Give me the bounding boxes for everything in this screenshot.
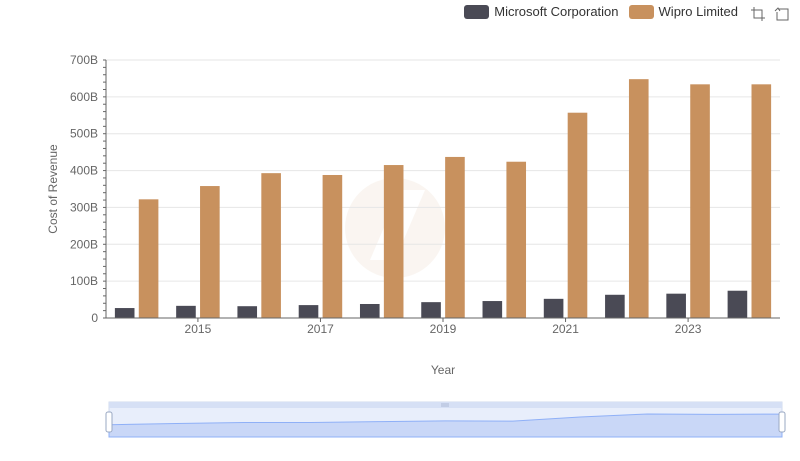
bar-wipro-2018[interactable] <box>383 165 404 318</box>
bar-wipro-2022[interactable] <box>628 79 649 318</box>
bar-microsoft-2018[interactable] <box>359 303 380 318</box>
restore-icon[interactable] <box>774 6 790 22</box>
y-tick-label: 0 <box>91 311 98 325</box>
y-tick-label: 700B <box>70 53 98 67</box>
bar-microsoft-2020[interactable] <box>482 301 503 318</box>
x-axis: 2015 2017 2019 2021 2023 <box>106 317 780 336</box>
x-tick-label: 2019 <box>430 322 457 336</box>
bar-wipro-2024[interactable] <box>751 84 772 318</box>
legend-item-wipro[interactable]: Wipro Limited <box>628 4 738 19</box>
x-tick-label: 2017 <box>307 322 334 336</box>
bar-microsoft-2014[interactable] <box>114 308 135 318</box>
bar-wipro-2023[interactable] <box>690 84 710 318</box>
legend-label-wipro: Wipro Limited <box>658 4 738 19</box>
bar-microsoft-2015[interactable] <box>176 305 196 318</box>
bar-wipro-2017[interactable] <box>322 174 343 318</box>
bar-wipro-2019[interactable] <box>445 156 465 318</box>
bar-microsoft-2023[interactable] <box>666 293 686 318</box>
x-tick-label: 2021 <box>552 322 579 336</box>
bars-group <box>114 79 772 318</box>
legend-item-microsoft[interactable]: Microsoft Corporation <box>464 4 619 19</box>
data-zoom-slider[interactable] <box>105 401 786 438</box>
data-zoom-right-handle[interactable] <box>778 411 786 433</box>
bar-wipro-2016[interactable] <box>261 173 281 318</box>
data-zoom-drag-grip[interactable] <box>441 403 449 407</box>
y-tick-label: 200B <box>70 237 98 251</box>
y-tick-label: 100B <box>70 274 98 288</box>
bar-microsoft-2019[interactable] <box>421 302 441 318</box>
legend: Microsoft Corporation Wipro Limited <box>454 4 738 19</box>
y-tick-label: 500B <box>70 127 98 141</box>
bar-wipro-2015[interactable] <box>200 186 220 318</box>
zoom-icon[interactable] <box>750 6 766 22</box>
data-zoom-left-handle[interactable] <box>105 411 113 433</box>
bar-microsoft-2021[interactable] <box>543 298 564 318</box>
y-axis-title: Cost of Revenue <box>46 144 60 234</box>
bar-microsoft-2017[interactable] <box>298 305 319 318</box>
y-tick-label: 600B <box>70 90 98 104</box>
y-tick-label: 400B <box>70 164 98 178</box>
y-axis: 0 100B 200B 300B 400B 500B 600B 700B <box>70 53 107 325</box>
data-zoom-preview-area <box>108 413 783 438</box>
legend-swatch-wipro <box>628 4 654 19</box>
y-tick-label: 300B <box>70 200 98 214</box>
bar-microsoft-2022[interactable] <box>605 294 625 318</box>
legend-label-microsoft: Microsoft Corporation <box>494 4 619 19</box>
bar-wipro-2020[interactable] <box>506 161 527 318</box>
toolbox <box>742 6 790 22</box>
bar-microsoft-2024[interactable] <box>727 290 748 318</box>
bar-wipro-2021[interactable] <box>567 112 588 318</box>
x-axis-title: Year <box>431 363 455 377</box>
bar-microsoft-2016[interactable] <box>237 306 258 318</box>
bar-wipro-2014[interactable] <box>138 199 159 318</box>
x-tick-label: 2015 <box>185 322 212 336</box>
legend-swatch-microsoft <box>464 4 490 19</box>
x-tick-label: 2023 <box>675 322 702 336</box>
